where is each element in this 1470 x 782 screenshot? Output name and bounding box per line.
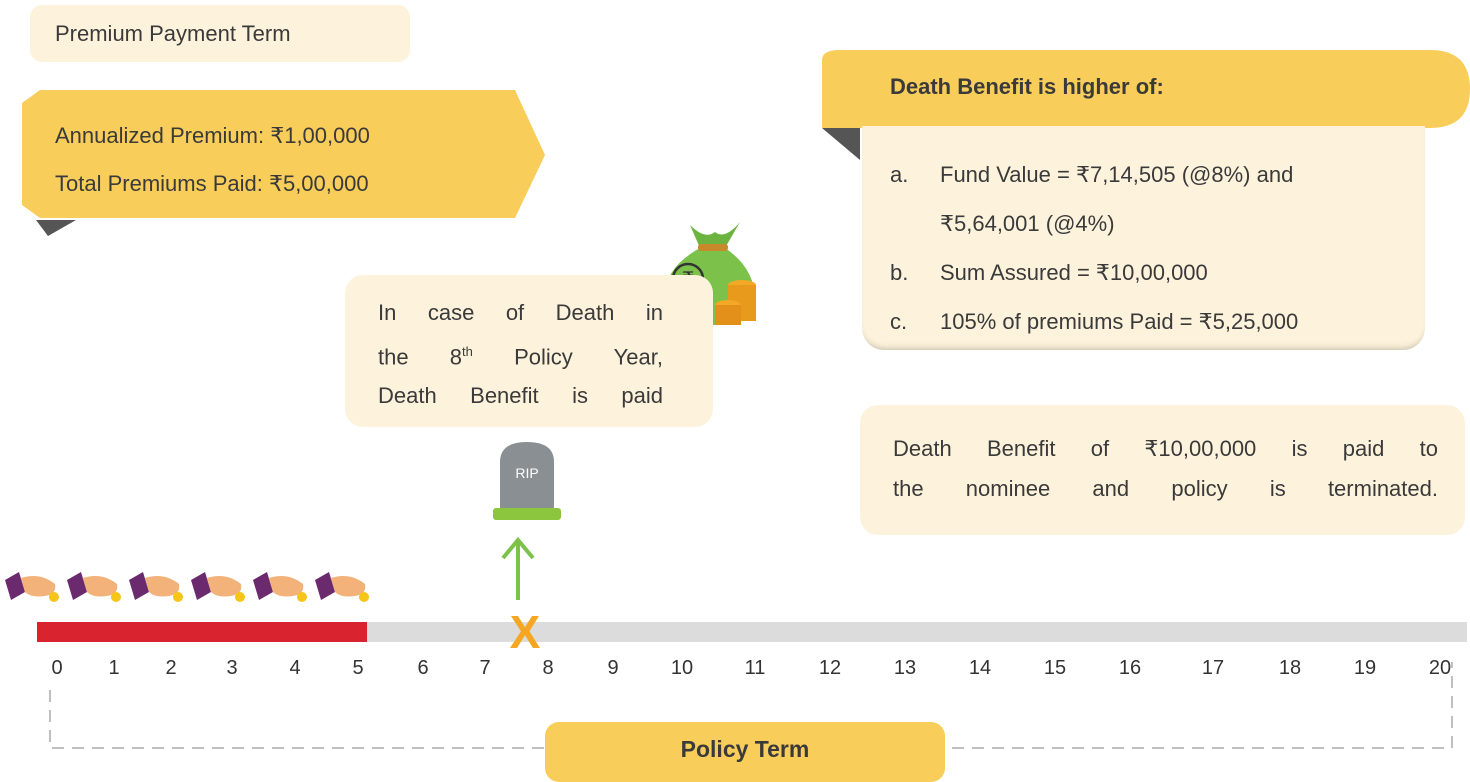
hand-icon — [129, 572, 183, 602]
coin — [49, 592, 59, 602]
hand — [331, 576, 365, 597]
result-box: Death Benefit of ₹10,00,000 is paid to t… — [860, 405, 1465, 535]
sleeve — [67, 572, 87, 600]
year-label: 10 — [671, 657, 693, 679]
year-label: 1 — [108, 657, 119, 679]
sleeve — [191, 572, 211, 600]
item-text: Sum Assured = ₹10,00,000 — [940, 260, 1208, 285]
premium-box: Annualized Premium: ₹1,00,000 Total Prem… — [55, 112, 370, 208]
item-text: ₹5,64,001 (@4%) — [940, 211, 1115, 236]
sup: th — [462, 344, 473, 359]
marker: a. — [890, 150, 940, 199]
hand — [269, 576, 303, 597]
text: the 8 — [378, 344, 462, 369]
sleeve — [5, 572, 25, 600]
item-text: 105% of premiums Paid = ₹5,25,000 — [940, 309, 1298, 334]
coin — [235, 592, 245, 602]
year-label: 18 — [1279, 657, 1301, 679]
infographic: ₹ RIP X 01234567891011121314151617181920… — [0, 0, 1470, 772]
fold — [822, 128, 860, 160]
year-label: 16 — [1119, 657, 1141, 679]
text: Policy Year, — [473, 344, 663, 369]
sleeve — [129, 572, 149, 600]
item-line: ₹5,64,001 (@4%) — [890, 199, 1298, 248]
hand — [207, 576, 241, 597]
year-label: 17 — [1202, 657, 1224, 679]
line: Annualized Premium: ₹1,00,000 — [55, 112, 370, 160]
benefit-box: a.Fund Value = ₹7,14,505 (@8%) and ₹5,64,… — [862, 126, 1425, 350]
item-line: a.Fund Value = ₹7,14,505 (@8%) and — [890, 150, 1298, 199]
benefit-title: Death Benefit is higher of: — [890, 74, 1164, 100]
tombstone-label: RIP — [515, 465, 538, 481]
year-label: 2 — [165, 657, 176, 679]
year-label: 12 — [819, 657, 841, 679]
item-line: c.105% of premiums Paid = ₹5,25,000 — [890, 297, 1298, 346]
year-label: 13 — [894, 657, 916, 679]
hand-icon — [67, 572, 121, 602]
death-marker: X — [510, 606, 541, 658]
hand-icon — [5, 572, 59, 602]
premium-term-pill: Premium Payment Term — [30, 5, 410, 62]
hand — [21, 576, 55, 597]
hands — [5, 572, 369, 602]
year-label: 19 — [1354, 657, 1376, 679]
sleeve — [253, 572, 273, 600]
year-label: 4 — [289, 657, 300, 679]
marker: b. — [890, 248, 940, 297]
hand-icon — [253, 572, 307, 602]
line: Total Premiums Paid: ₹5,00,000 — [55, 160, 370, 208]
year-label: 7 — [479, 657, 490, 679]
line: In case of Death in — [378, 293, 663, 332]
item-line: b.Sum Assured = ₹10,00,000 — [890, 248, 1298, 297]
tombstone-icon — [493, 442, 561, 520]
death-note: In case of Death in the 8th Policy Year,… — [345, 275, 713, 427]
hand-icon — [315, 572, 369, 602]
line: Death Benefit of ₹10,00,000 is paid to — [893, 429, 1438, 469]
fold — [36, 220, 76, 236]
line: the 8th Policy Year, — [378, 332, 663, 376]
item-text: Fund Value = ₹7,14,505 (@8%) and — [940, 162, 1293, 187]
coin — [359, 592, 369, 602]
line: Death Benefit is paid — [378, 376, 663, 415]
year-label: 11 — [745, 657, 766, 679]
hand — [145, 576, 179, 597]
benefit-items: a.Fund Value = ₹7,14,505 (@8%) and ₹5,64,… — [890, 150, 1298, 346]
year-label: 5 — [352, 657, 363, 679]
coin — [297, 592, 307, 602]
label: Policy Term — [681, 736, 810, 762]
premium-period — [37, 622, 367, 642]
policy-term-pill: Policy Term — [545, 722, 945, 782]
hand — [83, 576, 117, 597]
coin — [111, 592, 121, 602]
sleeve — [315, 572, 335, 600]
year-label: 14 — [969, 657, 991, 679]
year-label: 0 — [51, 657, 62, 679]
marker: c. — [890, 297, 940, 346]
year-label: 3 — [226, 657, 237, 679]
coin — [173, 592, 183, 602]
year-label: 6 — [417, 657, 428, 679]
year-label: 20 — [1429, 657, 1451, 679]
label: Premium Payment Term — [55, 21, 291, 46]
arrow-up — [503, 540, 533, 600]
year-label: 8 — [542, 657, 553, 679]
hand-icon — [191, 572, 245, 602]
year-label: 15 — [1044, 657, 1066, 679]
year-label: 9 — [607, 657, 618, 679]
line: the nominee and policy is terminated. — [893, 469, 1438, 509]
